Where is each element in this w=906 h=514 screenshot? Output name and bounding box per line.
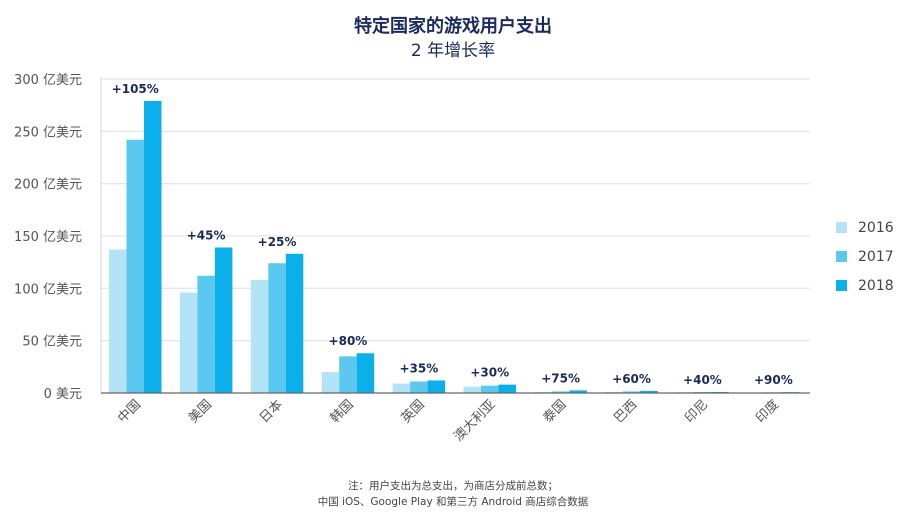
bar-2018 [498, 384, 516, 393]
bar-2018 [356, 353, 375, 393]
legend-swatch-2017 [836, 251, 847, 262]
bar-2017 [481, 385, 499, 393]
x-tick-label: 英国 [399, 397, 428, 426]
bar-2018 [427, 380, 446, 393]
bar-2017 [551, 391, 570, 393]
bar-2016 [179, 292, 198, 393]
bar-2016 [392, 383, 411, 393]
y-tick-label: 300 亿美元 [14, 73, 82, 88]
bar-2016 [463, 386, 481, 393]
legend-label-2018: 2018 [858, 278, 894, 294]
footnote-line-2: 中国 iOS、Google Play 和第三方 Android 商店综合数据 [317, 496, 589, 508]
x-tick-label: 印度 [752, 397, 782, 427]
bar-2016 [321, 372, 340, 393]
bar-2016 [109, 249, 127, 393]
bar-2018 [640, 390, 658, 393]
growth-label: +25% [258, 235, 297, 249]
y-tick-label: 100 亿美元 [14, 282, 82, 297]
legend-label-2017: 2017 [858, 249, 894, 265]
bar-2018 [285, 253, 304, 393]
legend-label-2016: 2016 [858, 220, 894, 236]
bar-2018 [144, 100, 162, 393]
footnote-line-1: 注：用户支出为总支出，为商店分成前总数； [348, 480, 558, 492]
x-tick-label: 中国 [115, 397, 144, 426]
x-tick-label: 美国 [186, 397, 215, 426]
x-tick-label: 泰国 [540, 397, 569, 426]
x-tick-label: 澳大利亚 [450, 397, 498, 445]
bar-2017 [622, 391, 641, 393]
growth-label: +105% [112, 82, 159, 96]
growth-label: +40% [683, 373, 722, 387]
bar-chart: 0 美元 50 亿美元 100 亿美元 150 亿美元 200 亿美元 250 亿美元 30… [14, 73, 894, 445]
chart-title: 特定国家的游戏用户支出 [354, 16, 552, 37]
x-tick-label: 印尼 [682, 397, 711, 426]
y-tick-label: 50 亿美元 [22, 335, 82, 350]
bar-2016 [250, 279, 269, 393]
legend-swatch-2018 [836, 280, 847, 291]
bar-2017 [339, 356, 357, 393]
chart-subtitle: 2 年增长率 [410, 41, 496, 61]
bar-2017 [268, 263, 286, 393]
x-tick-label: 韩国 [328, 397, 357, 426]
growth-label: +60% [612, 372, 651, 386]
bar-2017 [410, 381, 428, 393]
y-tick-label: 200 亿美元 [14, 178, 82, 193]
growth-label: +35% [399, 361, 438, 375]
growth-label: +75% [541, 371, 580, 385]
legend-swatch-2016 [836, 222, 847, 233]
growth-label: +90% [754, 373, 793, 387]
bar-2017 [197, 275, 215, 393]
growth-label: +30% [470, 366, 509, 380]
x-tick-label: 日本 [257, 397, 286, 426]
growth-label: +45% [187, 229, 226, 243]
growth-label: +80% [329, 334, 368, 348]
bar-2018 [569, 390, 587, 393]
y-tick-label: 150 亿美元 [14, 230, 82, 245]
x-tick-label: 巴西 [611, 397, 640, 426]
y-tick-label: 0 美元 [44, 387, 82, 402]
bar-2018 [214, 247, 233, 393]
bar-2017 [126, 139, 144, 393]
y-tick-label: 250 亿美元 [14, 125, 82, 140]
